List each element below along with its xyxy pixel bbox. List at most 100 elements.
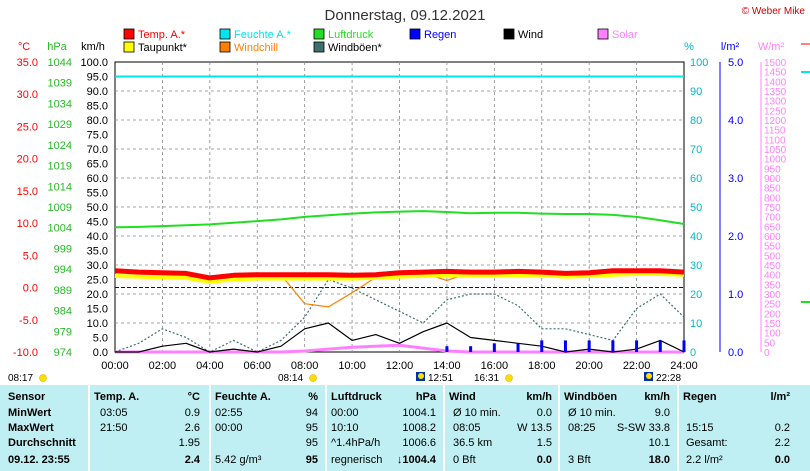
press-tick-label: 1044 — [48, 57, 72, 69]
stats-press-value: ↓1004.4 — [396, 454, 436, 466]
stats-gust-value: 10.1 — [648, 437, 670, 449]
stats-header-gust: Windböen — [564, 391, 618, 403]
solar-tick-label: 400 — [764, 271, 781, 282]
stats-rain-time: Gesamt: — [686, 437, 728, 449]
stats-wind-time: Ø 10 min. — [453, 407, 501, 419]
stats-hum-value: 94 — [305, 407, 318, 419]
stats-press-time: ^1.4hPa/h — [331, 437, 381, 449]
time-tick-label: 24:00 — [670, 360, 698, 372]
stats-rain-value — [740, 406, 790, 421]
legend-swatch — [313, 28, 325, 40]
wind-tick-label: 50.0 — [87, 202, 108, 214]
legend-swatch — [503, 28, 515, 40]
legend-label: Wind — [518, 29, 543, 41]
rain-tick-label: 3.0 — [728, 173, 743, 185]
stats-column-separator — [209, 385, 211, 471]
legend-swatch — [409, 28, 421, 40]
legend-swatch — [123, 41, 135, 53]
solar-tick-label: 1250 — [764, 106, 787, 117]
chart-title: Donnerstag, 09.12.2021 — [325, 7, 486, 24]
legend: Temp. A.* Feuchte A.* Luftdruck Regen Wind So… — [123, 28, 638, 54]
wind-tick-label: 65.0 — [87, 159, 108, 171]
solar-tick-label: 850 — [764, 184, 781, 195]
press-tick-label: 974 — [54, 347, 72, 359]
solar-tick-label: 1100 — [764, 135, 786, 146]
stats-column-separator — [558, 385, 560, 471]
brand-label: © Weber Mike — [742, 6, 806, 17]
rain-tick-label: 1.0 — [728, 289, 743, 301]
stats-header-temp-unit: °C — [187, 391, 200, 403]
time-tick-label: 08:00 — [291, 360, 319, 372]
solar-tick-label: 700 — [764, 213, 781, 224]
time-tick-label: 04:00 — [196, 360, 224, 372]
stats-temp-value: 2.6 — [184, 422, 200, 434]
hum-tick-label: 90 — [690, 86, 702, 98]
legend-swatch — [219, 41, 231, 53]
regen-bar — [587, 340, 591, 352]
solar-tick-label: 1350 — [764, 87, 787, 98]
series-temp-a — [114, 268, 685, 281]
moon-icon-disc — [646, 373, 652, 379]
press-tick-label: 1034 — [48, 98, 72, 110]
hum-tick-label: 50 — [690, 202, 702, 214]
rain-tick-label: 0.0 — [728, 347, 743, 359]
time-tick-label: 00:00 — [101, 360, 129, 372]
solar-tick-label: 350 — [764, 280, 781, 291]
hum-tick-label: 40 — [690, 231, 702, 243]
wind-tick-label: 0.0 — [93, 347, 108, 359]
wind-tick-label: 60.0 — [87, 173, 108, 185]
stats-temp-time: 03:05 — [100, 407, 128, 419]
stats-wind-time: 36.5 km — [453, 437, 493, 449]
stats-header-temp: Temp. A. — [94, 391, 140, 403]
solar-tick-label: 1300 — [764, 97, 787, 108]
stats-wind-value: 1.5 — [536, 437, 552, 449]
moon-icon-disc — [418, 373, 424, 379]
legend-label: Temp. A.* — [138, 29, 186, 41]
solar-tick-label: 1000 — [764, 155, 787, 166]
time-tick-label: 14:00 — [433, 360, 461, 372]
wind-tick-label: 5.0 — [93, 333, 108, 345]
stats-hum-value: 95 — [305, 422, 318, 434]
stats-rain-value: 2.2 — [774, 437, 790, 449]
stats-hum-value: 95 — [305, 437, 318, 449]
press-tick-label: 1039 — [48, 78, 72, 90]
wind-tick-label: 40.0 — [87, 231, 108, 243]
regen-bar — [563, 340, 567, 352]
stats-header-wind: Wind — [449, 391, 476, 403]
stats-press-value: 1006.6 — [402, 437, 436, 449]
stats-header-sensor: Sensor — [8, 391, 46, 403]
regen-bar — [445, 346, 449, 352]
rain-unit-label: l/m² — [721, 41, 740, 53]
stats-row-label: 09.12. 23:55 — [8, 454, 70, 466]
stats-wind-value: 0.0 — [536, 407, 552, 419]
stats-press-time: 00:00 — [331, 407, 359, 419]
press-tick-label: 1029 — [48, 119, 72, 131]
sun-marker-label: 22:28 — [656, 373, 681, 384]
stats-header-wind-unit: km/h — [526, 391, 552, 403]
wind-tick-label: 95.0 — [87, 72, 108, 84]
wind-unit-label: km/h — [81, 41, 105, 53]
time-tick-label: 20:00 — [575, 360, 603, 372]
stats-press-value: 1008.2 — [402, 422, 436, 434]
stats-table: Sensor Temp. A. °C Feuchte A.% Luftdruck hPa W… — [0, 385, 810, 471]
regen-bar — [540, 340, 544, 352]
stats-press-time: regnerisch — [331, 454, 383, 466]
solar-tick-label: 300 — [764, 290, 781, 301]
series-windb-en — [114, 278, 685, 353]
stats-gust-time: Ø 10 min. — [568, 407, 616, 419]
stats-row-label: MinWert — [8, 407, 52, 419]
temp-tick-label: 15.0 — [17, 186, 38, 198]
rain-tick-label: 4.0 — [728, 115, 743, 127]
series-layer — [114, 75, 686, 354]
press-tick-label: 1009 — [48, 202, 72, 214]
stats-header-press-unit: hPa — [415, 391, 436, 403]
stats-gust-time: 08:25 — [568, 422, 596, 434]
solar-tick-label: 1150 — [764, 126, 786, 137]
solar-tick-label: 1050 — [764, 145, 787, 156]
sunset-icon — [505, 374, 513, 382]
sun-markers: 08:17 08:14 12:51 16:31 22:28 — [8, 372, 681, 384]
stats-hum-time: 00:00 — [215, 422, 243, 434]
press-tick-label: 1014 — [48, 181, 72, 193]
solar-tick-label: 1400 — [764, 77, 787, 88]
legend-label: Windchill — [234, 42, 278, 54]
